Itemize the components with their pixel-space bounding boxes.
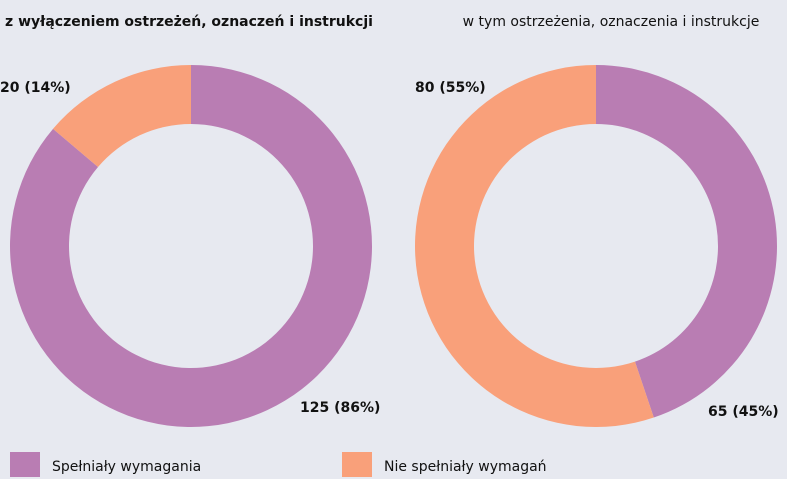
donut-slice — [10, 65, 373, 428]
donut-slice — [415, 65, 654, 428]
data-label: 80 (55%) — [415, 80, 486, 96]
legend-label: Nie spełniały wymagań — [384, 459, 547, 475]
legend-swatch — [10, 452, 40, 477]
chart-title: w tym ostrzeżenia, oznaczenia i instrukc… — [463, 14, 760, 30]
donut-slice — [596, 65, 778, 418]
chart-title: z wyłączeniem ostrzeżeń, oznaczeń i inst… — [5, 14, 373, 30]
data-label: 20 (14%) — [0, 80, 71, 96]
data-label: 125 (86%) — [300, 400, 380, 416]
donut-slice — [53, 65, 191, 168]
legend-label: Spełniały wymagania — [52, 459, 201, 475]
data-label: 65 (45%) — [708, 404, 779, 420]
legend-swatch — [342, 452, 372, 477]
